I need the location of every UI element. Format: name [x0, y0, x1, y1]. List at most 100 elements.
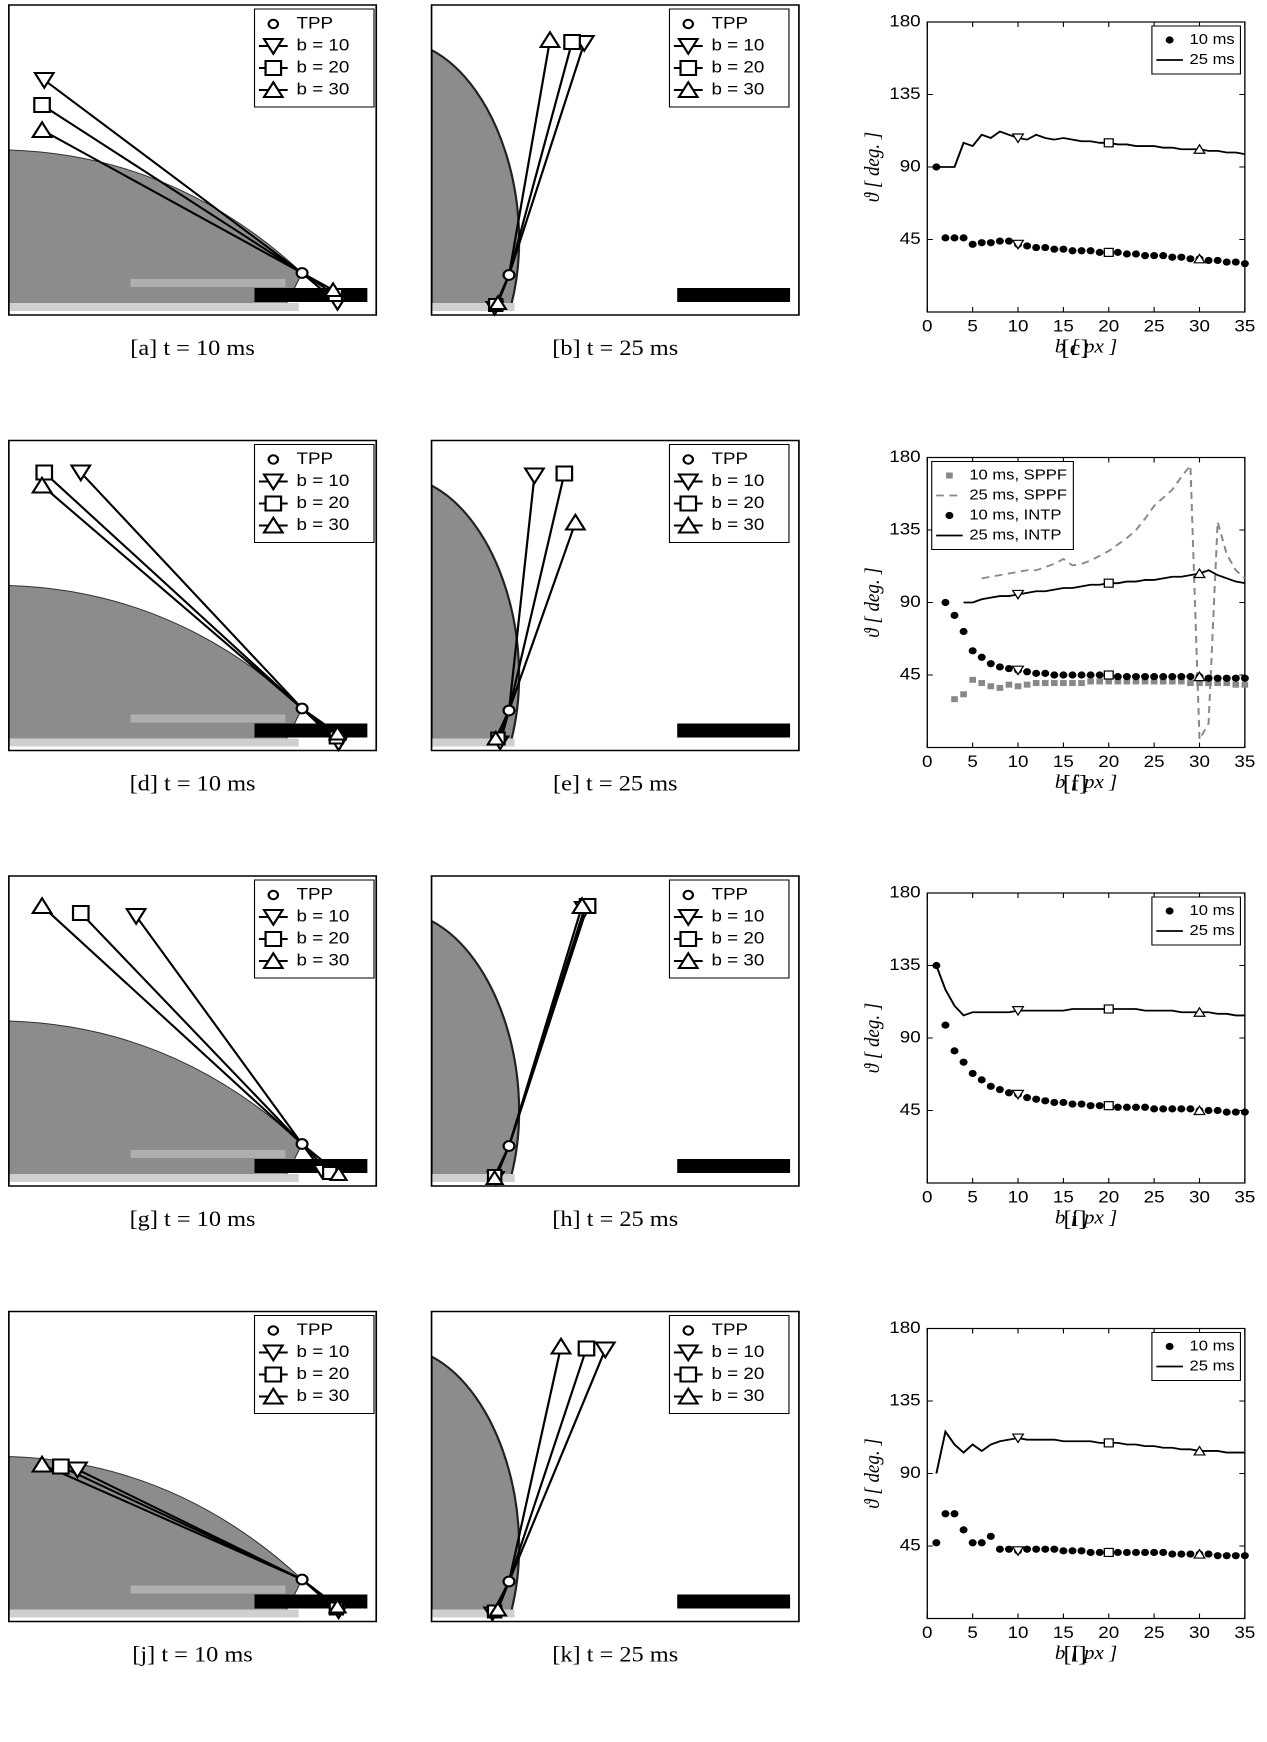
legend-label: b = 30 [297, 515, 350, 534]
data-point [1223, 258, 1231, 265]
data-point [1023, 1546, 1031, 1553]
data-point [1223, 1109, 1231, 1116]
data-point [1033, 680, 1040, 686]
data-point [1150, 1549, 1158, 1556]
marker-square [1104, 1439, 1113, 1447]
data-point [1069, 680, 1076, 686]
legend-swatch [1166, 907, 1174, 914]
marker-circle [297, 704, 308, 714]
marker-square [681, 61, 696, 75]
data-point [941, 599, 949, 606]
x-tick-label: 0 [922, 316, 932, 335]
data-point [1241, 260, 1249, 267]
data-point [1096, 1102, 1104, 1109]
data-point [978, 1539, 986, 1546]
x-tick-label: 25 [1144, 1187, 1165, 1206]
data-point [987, 683, 994, 689]
x-tick-label: 20 [1098, 1187, 1119, 1206]
legend-label: 25 ms, SPPF [969, 487, 1067, 503]
data-point [1141, 1549, 1149, 1556]
marker-circle [684, 891, 693, 899]
data-point [987, 1083, 995, 1090]
data-point [1060, 680, 1067, 686]
data-point [1177, 1105, 1185, 1112]
substrate [9, 1174, 299, 1182]
data-point [1096, 678, 1103, 684]
data-point [1041, 670, 1049, 677]
data-point [1096, 671, 1104, 678]
y-tick-label: 45 [900, 229, 921, 248]
y-tick-label: 90 [900, 156, 921, 175]
reflection [131, 1586, 286, 1594]
data-point [1214, 1552, 1222, 1559]
x-tick-label: 10 [1008, 1623, 1029, 1642]
legend-label: TPP [712, 884, 749, 903]
legend-label: b = 20 [297, 493, 350, 512]
legend-label: 10 ms, INTP [969, 507, 1061, 523]
x-tick-label: 20 [1098, 1623, 1119, 1642]
data-point [1041, 1546, 1049, 1553]
data-point [1242, 682, 1249, 688]
marker-square [37, 466, 52, 480]
reflection [131, 715, 286, 723]
legend-swatch [1166, 1343, 1174, 1350]
marker-circle [297, 1139, 308, 1149]
legend-label: TPP [297, 884, 334, 903]
x-tick-label: 15 [1053, 1623, 1074, 1642]
x-tick-label: 35 [1234, 1187, 1255, 1206]
data-point [1187, 680, 1194, 686]
legend-label: b = 20 [297, 1364, 350, 1383]
data-point [1032, 670, 1040, 677]
marker-circle [269, 455, 278, 463]
data-point [960, 691, 967, 697]
data-point [1177, 673, 1185, 680]
x-tick-label: 0 [922, 1187, 932, 1206]
marker-circle [297, 268, 308, 278]
image-panel: TPPb = 10b = 20b = 30 [9, 5, 376, 315]
legend-label: b = 30 [712, 515, 765, 534]
marker-square [1104, 139, 1113, 147]
data-point [951, 1510, 959, 1517]
data-point [951, 1047, 959, 1054]
data-point [1087, 1102, 1095, 1109]
panel-caption: [d] t = 10 ms [130, 772, 256, 797]
scale-bar [255, 1159, 368, 1173]
y-tick-label: 180 [889, 1318, 920, 1337]
x-tick-label: 5 [967, 752, 977, 771]
data-point [1050, 1099, 1058, 1106]
y-tick-label: 90 [900, 1463, 921, 1482]
data-point [1141, 673, 1149, 680]
y-tick-label: 135 [889, 955, 920, 974]
marker-circle [297, 1575, 308, 1585]
data-point [1114, 249, 1122, 256]
data-point [960, 628, 968, 635]
legend-label: TPP [297, 13, 334, 32]
data-point [1132, 1549, 1140, 1556]
legend-label: b = 20 [297, 57, 350, 76]
legend-label: TPP [297, 449, 334, 468]
y-axis-label: ϑ [ deg. ] [861, 132, 884, 202]
legend-label: 10 ms, SPPF [969, 467, 1067, 483]
data-point [1078, 247, 1086, 254]
chart: 459013518005101520253035b [ px ]ϑ [ deg.… [861, 1318, 1255, 1667]
legend-label: TPP [712, 1320, 749, 1339]
data-point [1024, 682, 1031, 688]
panel-caption: [k] t = 25 ms [552, 1643, 678, 1668]
marker-circle [504, 270, 515, 280]
data-point [1205, 675, 1213, 682]
legend-label: b = 10 [297, 35, 350, 54]
image-panel: TPPb = 10b = 20b = 30 [432, 5, 799, 315]
data-point [1068, 671, 1076, 678]
y-axis-label: ϑ [ deg. ] [861, 1438, 884, 1508]
data-point [996, 1086, 1004, 1093]
data-point [1232, 682, 1239, 688]
reflection [131, 1150, 286, 1158]
legend-label: b = 20 [712, 928, 765, 947]
data-point [969, 241, 977, 248]
data-point [1150, 252, 1158, 259]
legend-label: b = 10 [297, 906, 350, 925]
data-point [969, 647, 977, 654]
data-point [1159, 252, 1167, 259]
legend-label: b = 30 [297, 950, 350, 969]
scale-bar [677, 288, 790, 302]
